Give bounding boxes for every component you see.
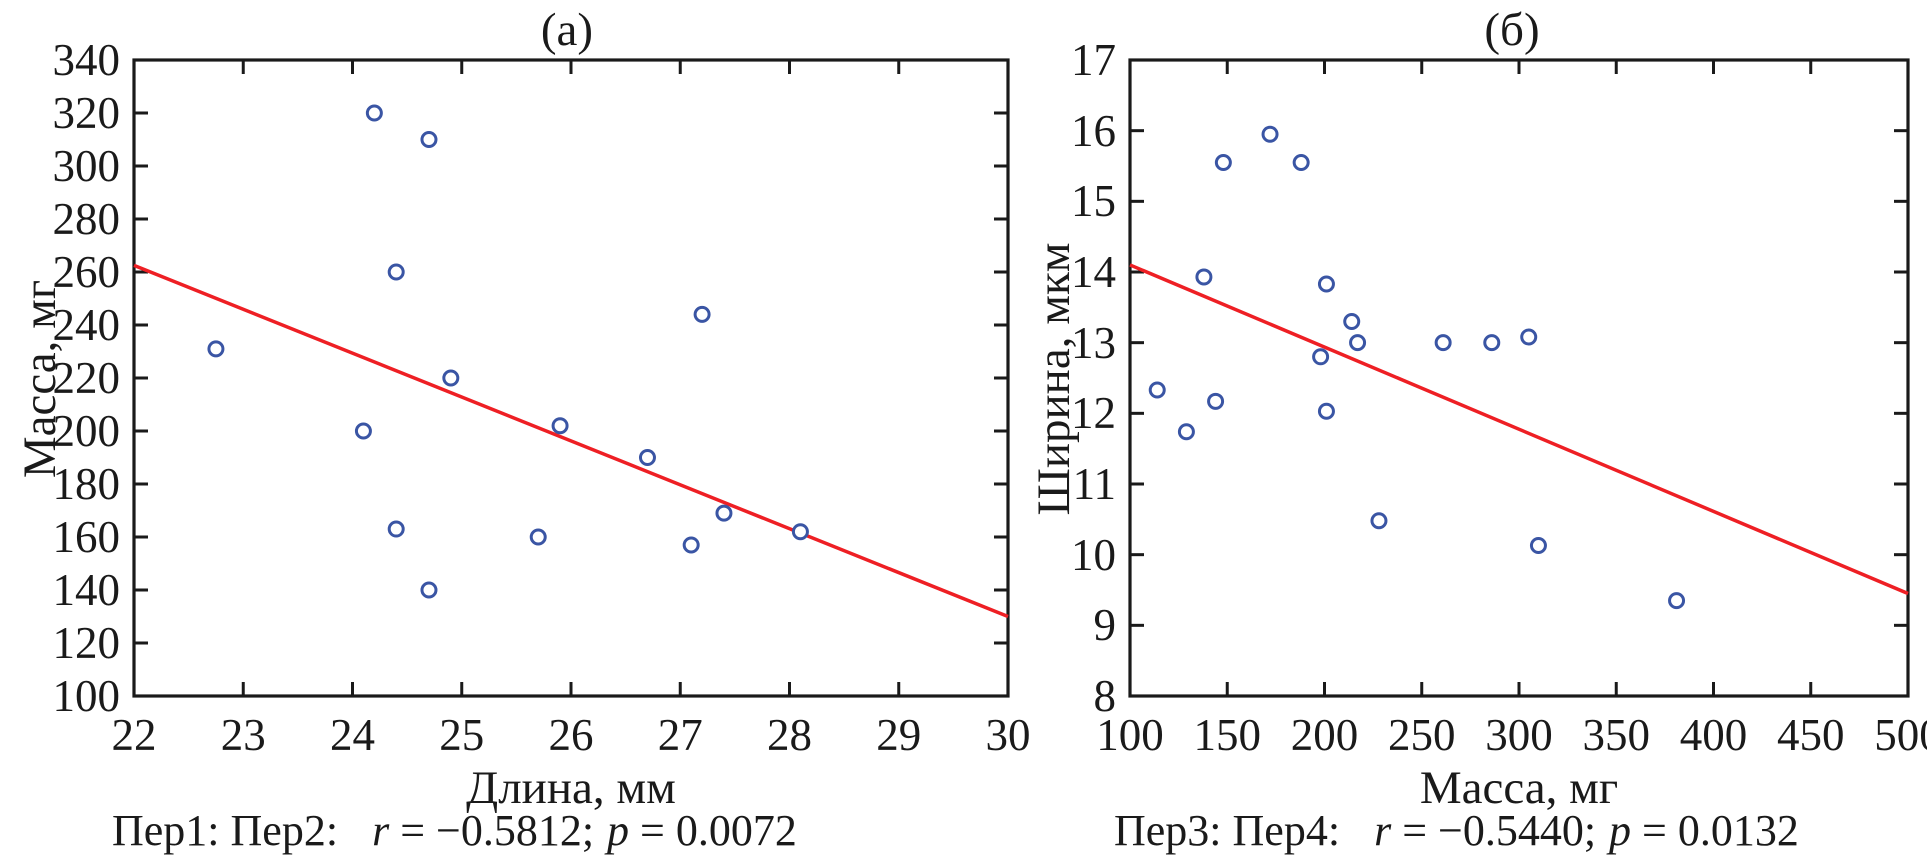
y-tick-label: 17 xyxy=(1071,35,1116,85)
scatter-point xyxy=(1520,328,1538,346)
panel-a-title: (а) xyxy=(540,4,594,56)
panel-b-caption: Пер3: Пер4: r = −0.5440; p = 0.0132 xyxy=(1114,804,1799,858)
panel-b-caption-prefix: Пер3: Пер4: xyxy=(1114,806,1341,855)
x-tick-label: 29 xyxy=(876,710,922,760)
x-tick-label: 500 xyxy=(1874,710,1927,760)
scatter-point xyxy=(207,340,225,358)
y-tick-label: 13 xyxy=(1071,317,1116,368)
x-tick-label: 100 xyxy=(1096,710,1164,760)
scatter-point xyxy=(1207,392,1225,410)
y-tick-label: 9 xyxy=(1093,600,1117,651)
scatter-point xyxy=(1214,153,1232,171)
y-tick-label: 220 xyxy=(52,353,121,403)
y-tick-label: 340 xyxy=(52,35,121,85)
x-tick-label: 300 xyxy=(1485,710,1553,760)
scatter-point xyxy=(1317,275,1335,293)
plot-frame xyxy=(132,58,1010,698)
scatter-point xyxy=(1148,381,1166,399)
y-tick-label: 240 xyxy=(52,300,121,350)
y-tick-label: 180 xyxy=(52,459,121,509)
panel-b-x-axis-title: Масса, мг xyxy=(1419,762,1619,814)
y-tick-label: 11 xyxy=(1072,459,1116,509)
y-tick-label: 10 xyxy=(1071,529,1116,580)
scatter-point xyxy=(682,536,700,554)
y-tick-label: 300 xyxy=(52,141,121,191)
scatter-point xyxy=(1434,334,1452,352)
x-tick-label: 30 xyxy=(985,710,1031,760)
y-tick-label: 12 xyxy=(1071,388,1116,439)
panel-a-x-axis-title: Длина, мм xyxy=(466,762,676,814)
y-tick-label: 14 xyxy=(1071,247,1116,297)
scatter-point xyxy=(420,581,438,599)
p-symbol: p xyxy=(1609,806,1632,855)
x-tick-label: 23 xyxy=(220,710,266,760)
x-tick-label: 27 xyxy=(657,710,703,760)
y-tick-label: 260 xyxy=(52,247,121,297)
x-tick-label: 350 xyxy=(1582,710,1651,760)
y-tick-label: 160 xyxy=(52,512,121,562)
regression-line xyxy=(133,263,1009,619)
scatter-point xyxy=(693,305,711,323)
scatter-point xyxy=(1292,153,1310,171)
x-tick-label: 250 xyxy=(1388,710,1456,760)
y-tick-label: 320 xyxy=(52,88,121,138)
scatter-point xyxy=(1349,334,1367,352)
y-tick-label: 140 xyxy=(52,565,121,615)
scatter-point xyxy=(387,263,405,281)
x-tick-label: 26 xyxy=(548,710,594,760)
scatter-point xyxy=(551,417,569,435)
y-tick-label: 200 xyxy=(52,406,121,456)
p-value: = 0.0072 xyxy=(640,806,797,855)
scatter-point xyxy=(1195,268,1213,286)
regression-line xyxy=(1129,263,1909,596)
scatter-point xyxy=(420,131,438,148)
y-tick-label: 16 xyxy=(1071,105,1116,156)
p-value: = 0.0132 xyxy=(1642,806,1799,855)
x-tick-label: 22 xyxy=(111,710,157,760)
panel-a-caption-prefix: Пер1: Пер2: xyxy=(112,806,339,855)
x-tick-label: 28 xyxy=(767,710,812,760)
x-tick-label: 200 xyxy=(1290,710,1359,760)
scatter-point xyxy=(354,422,372,440)
scatter-point xyxy=(791,523,809,541)
scatter-point xyxy=(1177,423,1195,441)
scatter-point xyxy=(1317,402,1335,420)
x-tick-label: 24 xyxy=(330,710,375,760)
scatter-point xyxy=(387,520,405,538)
x-tick-label: 25 xyxy=(439,710,485,760)
scatter-point xyxy=(1483,334,1501,352)
scatter-point xyxy=(1529,536,1547,554)
scatter-point xyxy=(1312,348,1330,366)
p-symbol: p xyxy=(607,806,630,855)
r-symbol: r xyxy=(372,806,390,855)
scatter-point xyxy=(1343,312,1361,330)
scatter-point xyxy=(442,369,460,387)
y-tick-label: 100 xyxy=(52,671,121,721)
y-tick-label: 8 xyxy=(1093,671,1117,721)
y-tick-label: 120 xyxy=(52,618,121,668)
r-value: = −0.5812; xyxy=(400,806,595,855)
scatter-point xyxy=(1261,125,1279,143)
scatter-point xyxy=(715,504,733,522)
y-tick-label: 280 xyxy=(52,194,121,244)
r-value: = −0.5440; xyxy=(1402,806,1597,855)
x-tick-label: 150 xyxy=(1193,710,1262,760)
scatter-point xyxy=(638,449,656,466)
y-tick-label: 15 xyxy=(1071,176,1116,227)
scatter-point xyxy=(365,104,383,122)
x-tick-label: 450 xyxy=(1777,710,1845,760)
scatter-point xyxy=(1668,592,1686,610)
panel-a-caption: Пер1: Пер2: r = −0.5812; p = 0.0072 xyxy=(112,804,797,858)
scatter-point xyxy=(1370,512,1388,530)
x-tick-label: 400 xyxy=(1679,710,1748,760)
scatter-point xyxy=(529,528,547,546)
panel-b-title: (б) xyxy=(1484,4,1540,56)
plot-frame xyxy=(1128,58,1910,698)
r-symbol: r xyxy=(1374,806,1392,855)
